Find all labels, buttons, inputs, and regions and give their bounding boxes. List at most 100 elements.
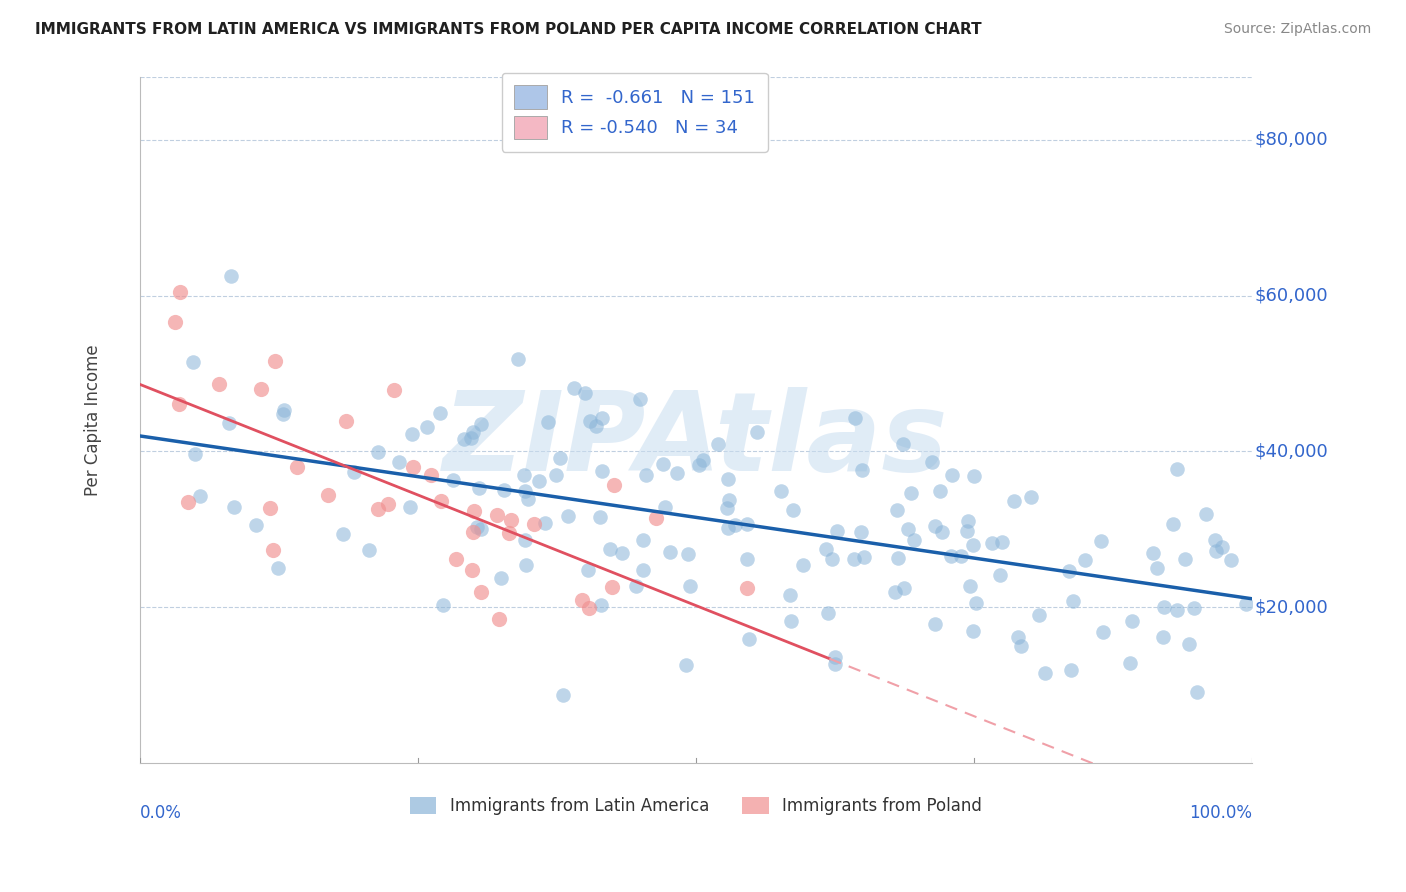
Point (824, 650, 846, 665)
Point (266, 561, 288, 575)
Point (1002, 493, 1025, 508)
Point (924, 518, 946, 533)
Point (988, 567, 1011, 582)
Point (537, 415, 560, 429)
Point (588, 510, 610, 524)
Point (939, 549, 962, 563)
Point (263, 354, 285, 368)
Text: 0.0%: 0.0% (141, 805, 181, 822)
Point (470, 417, 492, 432)
Point (631, 533, 654, 547)
Point (429, 406, 451, 420)
Point (401, 427, 423, 442)
Point (578, 600, 600, 615)
Point (402, 459, 425, 474)
Point (357, 542, 380, 557)
Point (529, 474, 551, 488)
Point (398, 500, 420, 515)
Point (884, 585, 907, 599)
Point (591, 410, 613, 425)
Point (249, 382, 271, 396)
Point (924, 617, 946, 632)
Point (1119, 656, 1142, 670)
Point (1161, 516, 1184, 531)
Text: $80,000: $80,000 (1254, 131, 1327, 149)
Point (1059, 564, 1081, 578)
Point (676, 547, 699, 561)
Point (893, 437, 915, 451)
Text: 100.0%: 100.0% (1189, 805, 1251, 822)
Point (644, 510, 666, 524)
Point (962, 469, 984, 483)
Point (824, 657, 846, 671)
Point (335, 414, 357, 428)
Point (1234, 597, 1257, 611)
Text: IMMIGRANTS FROM LATIN AMERICA VS IMMIGRANTS FROM POLAND PER CAPITA INCOME CORREL: IMMIGRANTS FROM LATIN AMERICA VS IMMIGRA… (35, 22, 981, 37)
Point (825, 524, 848, 538)
Point (631, 564, 654, 578)
Point (688, 458, 710, 472)
Point (851, 463, 873, 477)
Point (959, 579, 981, 593)
Point (735, 582, 758, 596)
Point (665, 467, 688, 481)
Point (506, 352, 529, 367)
Point (1153, 599, 1175, 614)
Point (432, 599, 454, 613)
Point (962, 537, 984, 551)
Point (897, 522, 920, 536)
Point (515, 533, 537, 547)
Point (769, 483, 792, 498)
Point (1174, 551, 1197, 566)
Point (634, 467, 657, 482)
Point (956, 524, 979, 538)
Point (562, 382, 585, 396)
Text: ZIPAtlas: ZIPAtlas (443, 387, 949, 494)
Point (591, 599, 613, 613)
Point (1062, 593, 1084, 607)
Point (1121, 614, 1143, 628)
Point (929, 484, 952, 499)
Point (382, 383, 405, 397)
Point (571, 592, 593, 607)
Legend: Immigrants from Latin America, Immigrants from Poland: Immigrants from Latin America, Immigrant… (401, 789, 991, 823)
Point (717, 492, 740, 507)
Point (1187, 685, 1209, 699)
Point (782, 502, 804, 516)
Point (949, 549, 972, 563)
Point (602, 478, 624, 492)
Point (991, 535, 1014, 549)
Point (716, 500, 738, 515)
Point (1091, 624, 1114, 639)
Point (692, 452, 714, 467)
Point (494, 483, 516, 497)
Point (420, 468, 443, 483)
Point (956, 514, 979, 528)
Point (707, 436, 730, 450)
Point (814, 541, 837, 556)
Point (316, 488, 339, 502)
Point (624, 579, 647, 593)
Point (273, 407, 295, 421)
Point (453, 432, 475, 446)
Point (779, 588, 801, 602)
Point (1204, 533, 1226, 547)
Point (1182, 601, 1205, 615)
Point (465, 520, 488, 534)
Point (516, 492, 538, 507)
Point (429, 494, 451, 508)
Point (177, 495, 200, 509)
Point (737, 632, 759, 646)
Point (735, 517, 758, 532)
Point (792, 558, 814, 573)
Point (821, 551, 844, 566)
Point (576, 563, 599, 577)
Point (460, 431, 482, 445)
Point (599, 541, 621, 556)
Point (844, 410, 866, 425)
Point (515, 484, 537, 499)
Point (717, 521, 740, 535)
Point (218, 416, 240, 430)
Point (887, 550, 910, 565)
Text: Source: ZipAtlas.com: Source: ZipAtlas.com (1223, 22, 1371, 37)
